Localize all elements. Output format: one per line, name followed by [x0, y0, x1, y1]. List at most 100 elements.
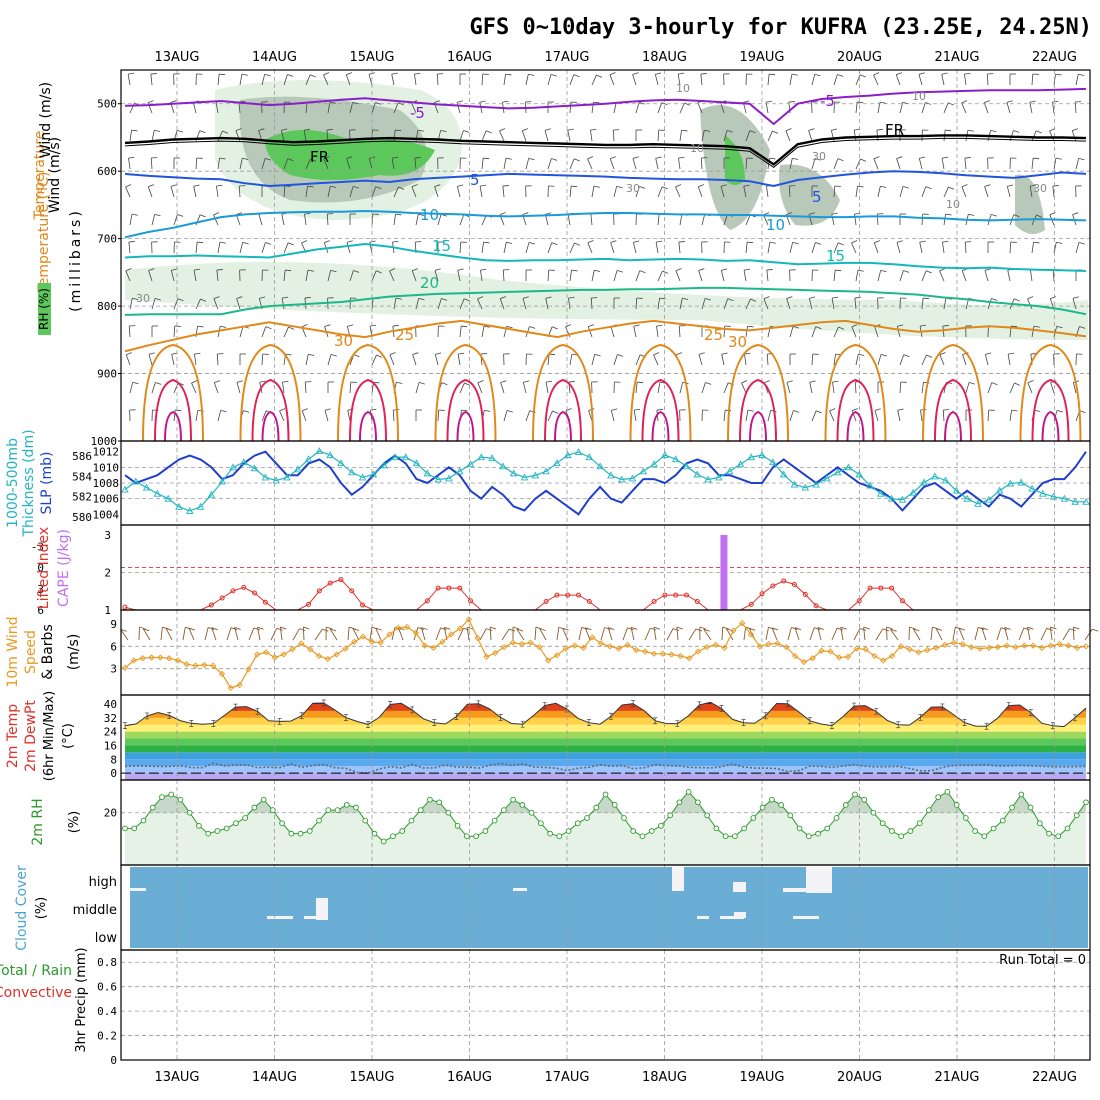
wind-barb [477, 298, 483, 310]
wind-barb-flag [551, 158, 558, 161]
thickness-point [974, 499, 982, 507]
wind-barb-flag [704, 129, 711, 132]
wind-speed-point [553, 652, 561, 659]
wind-barb [261, 326, 267, 338]
wind-barb-flag [370, 324, 377, 327]
thickness-point [952, 486, 961, 494]
rh2m-point [741, 825, 747, 832]
isotherm-30-loop [727, 343, 789, 442]
isotherm-30-loop [629, 343, 692, 442]
wind-barb-flag [304, 128, 311, 131]
wind-barb [347, 627, 350, 641]
lifted-index-point [468, 598, 474, 604]
wind-speed-point [580, 644, 587, 651]
wind-barb-flag [303, 626, 310, 630]
wind-barb [459, 241, 462, 254]
wind-barb [720, 270, 725, 282]
wind-barb-flag [125, 268, 132, 272]
wind-barb-flag [194, 268, 201, 271]
wind-barb-flag [857, 101, 864, 104]
temp-minmax-mark [454, 713, 459, 720]
rh2m-point [565, 828, 572, 834]
wind-barb [851, 326, 857, 338]
wind-barb [743, 270, 747, 282]
wind-barb-flag [307, 269, 314, 272]
wind-barb [701, 130, 705, 142]
thickness-point [769, 458, 777, 466]
isotherm-label: 10 [676, 82, 690, 95]
rh2m-point [824, 825, 831, 832]
wind-barb-flag [391, 72, 398, 75]
isotherm-label: 10 [946, 198, 960, 211]
wind-barb [1029, 186, 1033, 198]
wind-barb-flag [418, 382, 425, 385]
temp-tick-label: 8 [110, 753, 117, 766]
wind-barb [281, 298, 285, 310]
wind-barb [974, 627, 979, 641]
wind-barb [392, 409, 395, 422]
wind-barb [961, 102, 967, 114]
x-tick-label-bottom: 21AUG [934, 1070, 979, 1085]
lifted-index-point [446, 585, 452, 591]
isotherm-25-line [124, 319, 1087, 353]
wind-speed-point [492, 649, 499, 657]
wind-barb-flag [747, 241, 754, 244]
wind-barb [657, 298, 660, 310]
rh2m-point [528, 809, 535, 816]
wind-speed-point [368, 638, 375, 646]
wind-barb [720, 186, 725, 198]
rh2m-point [380, 838, 387, 845]
wind-barb-flag [700, 73, 707, 75]
lifted-index-tick-label: 6 [37, 604, 44, 617]
cloud-patch [130, 888, 146, 891]
wind-barb [1006, 102, 1011, 114]
wind-barb [1031, 158, 1034, 170]
wind-barb-flag [323, 156, 330, 160]
wind-barb [415, 382, 420, 394]
wind-barb [562, 628, 569, 641]
wind-barb [851, 410, 857, 422]
wind-barb-flag [678, 72, 685, 75]
run-total-label: Run Total = 0 [999, 953, 1086, 968]
temp-minmax-mark [1006, 702, 1011, 709]
isotherm-5-line [124, 170, 1087, 188]
wind-barb-flag [213, 212, 220, 216]
wind-barb-flag [926, 354, 933, 358]
wind-barb-flag [791, 73, 798, 76]
wind-barb [375, 627, 382, 641]
wind-barb-flag [288, 326, 295, 330]
wind-barb-flag [837, 74, 844, 77]
wind-barb-flag [480, 268, 487, 271]
wind-barb-flag [414, 72, 421, 75]
wind-barb [591, 354, 596, 366]
wind-barb [1075, 158, 1080, 170]
wind-barb [679, 130, 682, 142]
temp-tick-label: 0 [110, 767, 117, 780]
wind-barb [771, 627, 778, 641]
wind-barb-flag [632, 156, 639, 159]
thickness-point [553, 459, 561, 467]
wind-barb [679, 102, 685, 114]
wind-barb-flag [1027, 296, 1034, 300]
wind-speed-point [924, 646, 931, 654]
wind-barb [411, 270, 417, 282]
wind-barb-flag [743, 100, 750, 103]
wind-speed-point [615, 645, 622, 652]
lifted-index-point [306, 601, 312, 607]
wind-barb [666, 628, 674, 641]
wind-barb [329, 628, 338, 641]
wind-barb [466, 627, 470, 641]
wind-barb-flag [967, 129, 974, 132]
x-tick-label-bottom: 13AUG [154, 1070, 199, 1085]
lifted-index-point [424, 598, 430, 604]
wind-barb [877, 354, 882, 366]
wind-barb-flag [329, 628, 337, 632]
ylabel-cloud-unit: (%) [34, 897, 49, 920]
wind-barb-flag [879, 101, 886, 104]
thickness-point [1071, 497, 1079, 505]
rh2m-point [353, 804, 359, 811]
wind-barb-flag [588, 324, 595, 328]
wind-barb [368, 158, 373, 170]
wind-barb [632, 158, 637, 170]
wind-barb [525, 74, 529, 86]
